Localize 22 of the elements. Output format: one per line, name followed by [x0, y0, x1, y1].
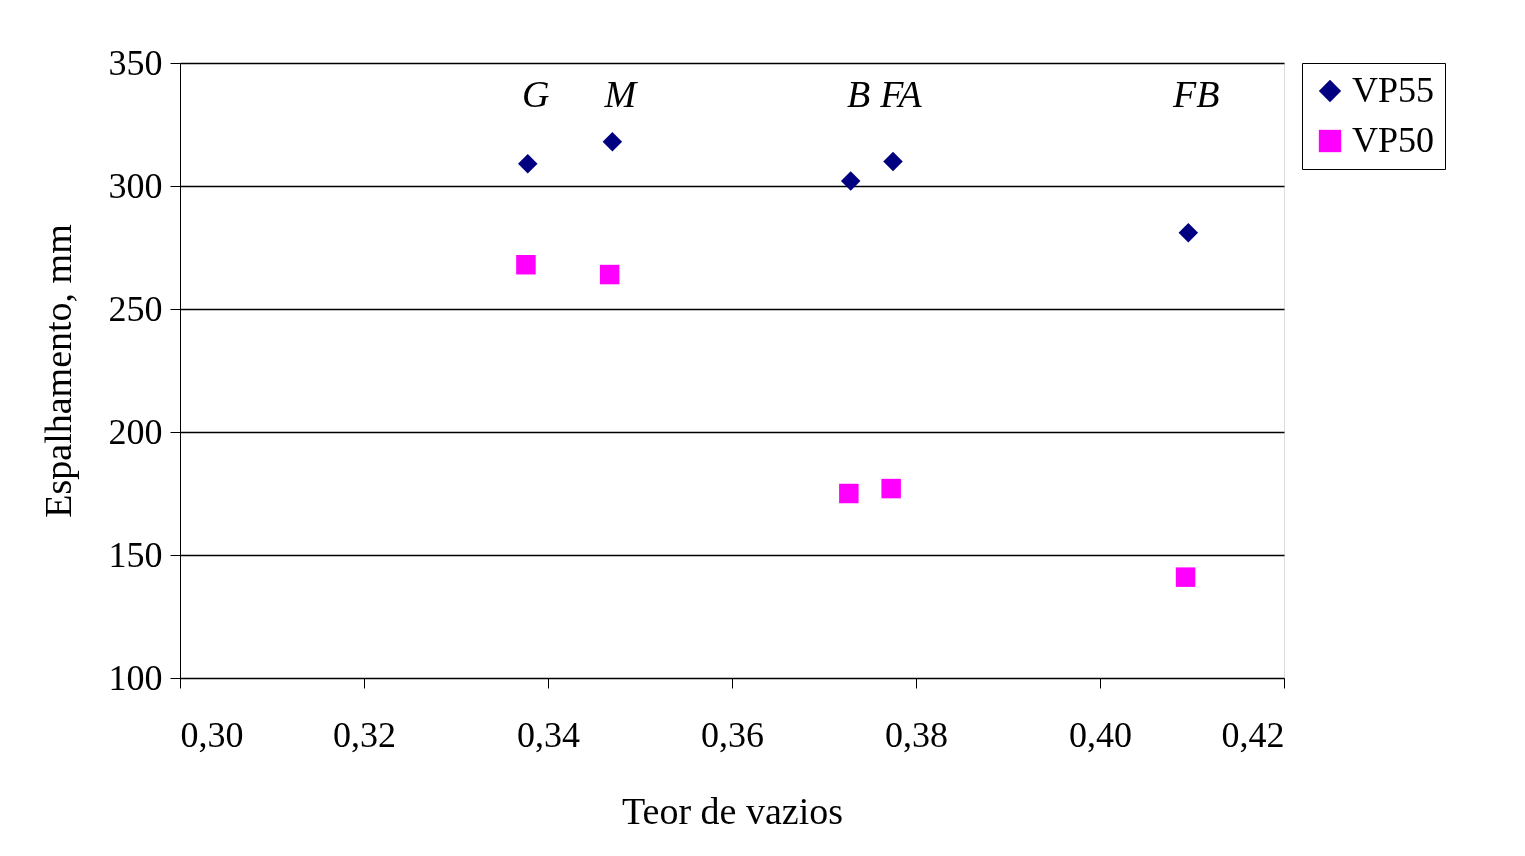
x-tick-label: 0,40	[1069, 714, 1132, 755]
x-axis-title: Teor de vazios	[621, 789, 844, 832]
annotation: M	[603, 73, 639, 115]
annotation: G	[522, 73, 550, 115]
y-tick-label: 200	[108, 411, 163, 452]
x-tick-label: 0,32	[333, 714, 396, 755]
x-tick-label: 0,34	[517, 714, 580, 755]
annotation: FB	[1172, 73, 1220, 115]
y-tick-label: 350	[108, 42, 163, 83]
y-tick-label: 300	[108, 165, 163, 206]
annotation: FA	[879, 73, 923, 115]
x-tick-label: 0,30	[180, 714, 244, 755]
y-tick-label: 250	[108, 288, 163, 329]
x-tick-label: 0,36	[701, 714, 764, 755]
y-tick-label: 100	[108, 657, 163, 698]
annotation: B	[847, 73, 871, 115]
x-tick-label: 0,38	[885, 714, 948, 755]
x-tick-label: 0,42	[1221, 714, 1285, 755]
y-axis-title: Espalhamento, mm	[36, 224, 79, 518]
legend-label: VP50	[1352, 120, 1435, 160]
legend-label: VP55	[1352, 70, 1435, 110]
y-tick-label: 150	[108, 534, 163, 575]
